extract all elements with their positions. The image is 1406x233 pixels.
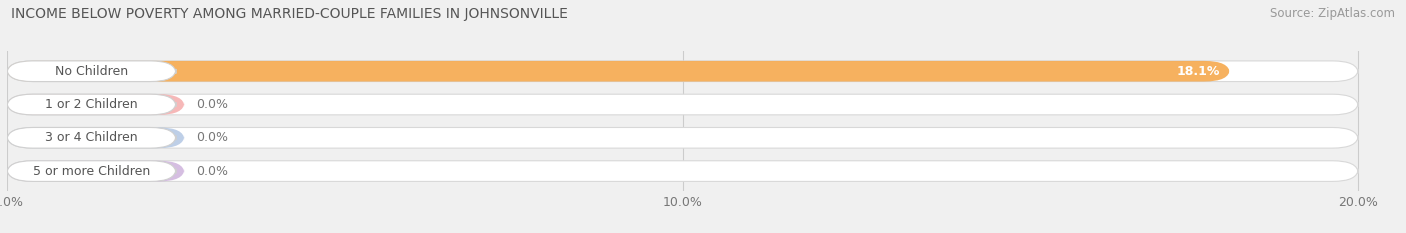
FancyBboxPatch shape	[7, 94, 176, 115]
FancyBboxPatch shape	[7, 61, 1358, 82]
FancyBboxPatch shape	[7, 61, 176, 82]
FancyBboxPatch shape	[7, 61, 1230, 82]
FancyBboxPatch shape	[7, 161, 1358, 182]
Text: Source: ZipAtlas.com: Source: ZipAtlas.com	[1270, 7, 1395, 20]
Text: 0.0%: 0.0%	[197, 131, 228, 144]
Text: 0.0%: 0.0%	[197, 164, 228, 178]
FancyBboxPatch shape	[7, 94, 1358, 115]
FancyBboxPatch shape	[7, 161, 184, 182]
FancyBboxPatch shape	[7, 127, 176, 148]
Text: 3 or 4 Children: 3 or 4 Children	[45, 131, 138, 144]
Text: No Children: No Children	[55, 65, 128, 78]
Text: 1 or 2 Children: 1 or 2 Children	[45, 98, 138, 111]
FancyBboxPatch shape	[7, 161, 176, 182]
Text: 5 or more Children: 5 or more Children	[32, 164, 150, 178]
FancyBboxPatch shape	[7, 94, 184, 115]
Text: 0.0%: 0.0%	[197, 98, 228, 111]
Text: 18.1%: 18.1%	[1177, 65, 1219, 78]
Text: INCOME BELOW POVERTY AMONG MARRIED-COUPLE FAMILIES IN JOHNSONVILLE: INCOME BELOW POVERTY AMONG MARRIED-COUPL…	[11, 7, 568, 21]
FancyBboxPatch shape	[7, 127, 1358, 148]
FancyBboxPatch shape	[7, 127, 184, 148]
